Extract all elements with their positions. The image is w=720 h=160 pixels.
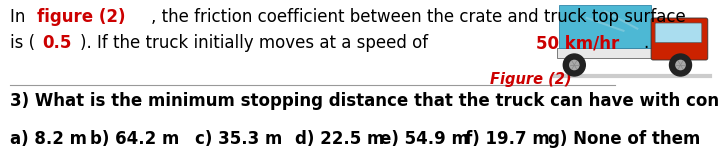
Text: a) 8.2 m: a) 8.2 m	[10, 130, 87, 148]
FancyBboxPatch shape	[651, 18, 708, 60]
Text: 3) What is the minimum stopping distance that the truck can have with constant a: 3) What is the minimum stopping distance…	[10, 92, 720, 110]
Text: .: .	[644, 34, 649, 52]
Circle shape	[570, 60, 579, 70]
Text: 50 km/hr: 50 km/hr	[536, 34, 619, 52]
Text: b) 64.2 m: b) 64.2 m	[90, 130, 179, 148]
Text: In: In	[10, 8, 31, 26]
Text: figure (2): figure (2)	[37, 8, 125, 26]
FancyBboxPatch shape	[557, 48, 653, 58]
Circle shape	[676, 60, 685, 70]
Text: f) 19.7 m: f) 19.7 m	[465, 130, 550, 148]
Text: , the friction coefficient between the crate and truck top surface: , the friction coefficient between the c…	[150, 8, 685, 26]
Text: g) None of them: g) None of them	[548, 130, 701, 148]
Text: ). If the truck initially moves at a speed of: ). If the truck initially moves at a spe…	[80, 34, 433, 52]
FancyBboxPatch shape	[559, 5, 651, 48]
FancyBboxPatch shape	[655, 23, 702, 43]
Circle shape	[670, 54, 691, 76]
Text: 0.5: 0.5	[42, 34, 71, 52]
Text: e) 54.9 m: e) 54.9 m	[380, 130, 469, 148]
Text: d) 22.5 m: d) 22.5 m	[295, 130, 384, 148]
Circle shape	[563, 54, 585, 76]
Text: c) 35.3 m: c) 35.3 m	[195, 130, 282, 148]
Text: Figure (2): Figure (2)	[490, 72, 572, 87]
Text: is (: is (	[10, 34, 35, 52]
